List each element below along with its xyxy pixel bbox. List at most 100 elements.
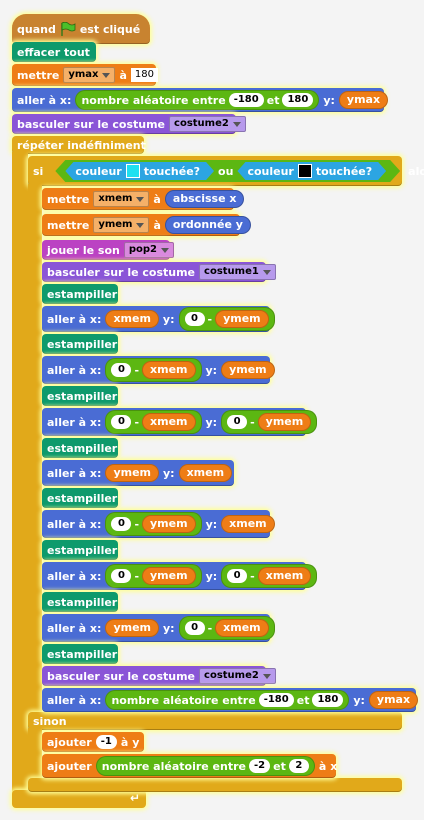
variable-dropdown[interactable]: ymem [93,217,150,233]
touching-color-black[interactable]: couleur touchée? [237,162,386,180]
y-label: y: [162,312,175,326]
if-label: si [33,164,44,178]
ymax-reporter[interactable]: ymax [368,691,419,709]
y-position-reporter[interactable]: ordonnée y [164,216,251,234]
change-label: ajouter [47,759,92,773]
stamp-block[interactable]: estampiller [42,644,118,664]
goto-xy-block[interactable]: aller à x: 0 - xmem y: ymem [42,356,275,384]
clear-block[interactable]: effacer tout [12,42,96,62]
ymem-reporter[interactable]: ymem [105,464,159,482]
set-xmem-block[interactable]: mettre xmem à abscisse x [42,188,245,210]
xmem-reporter[interactable]: xmem [215,619,269,637]
number-input[interactable]: 0 [184,312,205,326]
switch-costume-label: basculer sur le costume [17,117,166,131]
color-swatch-black[interactable] [298,164,312,178]
ymem-reporter[interactable]: ymem [221,361,275,379]
random-operator[interactable]: nombre aléatoire entre -180 et 180 [75,90,320,110]
goto-xy-block[interactable]: aller à x: 0 - ymem y: xmem [42,510,275,538]
goto-xy-block[interactable]: aller à x: ymem y: xmem [42,460,234,486]
play-sound-block[interactable]: jouer le son pop2 [42,240,175,260]
switch-costume-block[interactable]: basculer sur le costume costume2 [12,114,246,134]
change-y-block[interactable]: ajouter -1 à y [42,732,144,752]
subtract-operator[interactable]: 0 - xmem [105,410,202,434]
costume-dropdown[interactable]: costume2 [169,116,246,132]
ymem-reporter[interactable]: ymem [215,310,269,328]
subtract-operator[interactable]: 0 - ymem [178,307,275,331]
stamp-block[interactable]: estampiller [42,284,118,304]
random-max-input[interactable]: 180 [312,693,344,707]
costume-dropdown[interactable]: costume1 [199,264,276,280]
number-input[interactable]: 0 [111,569,132,583]
set-ymem-block[interactable]: mettre ymem à ordonnée y [42,214,251,236]
stamp-block[interactable]: estampiller [42,540,118,560]
ymem-reporter[interactable]: ymem [105,619,159,637]
subtract-operator[interactable]: 0 - xmem [178,616,275,640]
stamp-block[interactable]: estampiller [42,386,118,406]
subtract-operator[interactable]: 0 - ymem [105,512,202,536]
random-operator[interactable]: nombre aléatoire entre -2 et 2 [95,756,315,776]
goto-xy-block[interactable]: aller à x: 0 - xmem y: 0 - ymem [42,408,318,436]
y-label: y: [323,93,335,107]
ymax-reporter[interactable]: ymax [338,91,389,109]
stamp-block[interactable]: estampiller [42,488,118,508]
minus-label: - [250,569,255,583]
if-else-block[interactable]: si couleur touchée? ou couleur touchée? … [28,156,424,186]
stamp-block[interactable]: estampiller [42,334,118,354]
stamp-label: estampiller [47,287,118,301]
subtract-operator[interactable]: 0 - ymem [221,410,318,434]
or-operator[interactable]: couleur touchée? ou couleur touchée? [55,160,400,182]
stamp-block[interactable]: estampiller [42,592,118,612]
xmem-reporter[interactable]: xmem [178,464,233,482]
costume-dropdown[interactable]: costume2 [199,668,276,684]
forever-block[interactable]: répéter indéfiniment [12,136,146,154]
x-position-reporter[interactable]: abscisse x [164,190,245,208]
change-x-random-block[interactable]: ajouter nombre aléatoire entre -2 et 2 à… [42,754,337,778]
number-input[interactable]: 0 [111,517,132,531]
ymem-reporter[interactable]: ymem [142,567,196,585]
variable-dropdown[interactable]: xmem [93,191,150,207]
subtract-operator[interactable]: 0 - xmem [221,564,318,588]
random-max-input[interactable]: 180 [282,93,314,107]
number-input[interactable]: 0 [184,621,205,635]
random-label: nombre aléatoire entre [111,693,256,707]
when-flag-clicked-hat[interactable]: quand est cliqué [12,14,150,44]
goto-random-block[interactable]: aller à x: nombre aléatoire entre -180 e… [42,688,419,712]
goto-xy-block[interactable]: aller à x: xmem y: 0 - ymem [42,306,275,332]
value-input[interactable]: 180 [130,68,158,82]
random-operator[interactable]: nombre aléatoire entre -180 et 180 [105,690,350,710]
set-ymax-block[interactable]: mettre ymax à 180 [12,64,158,86]
random-min-input[interactable]: -2 [249,759,271,773]
sound-dropdown[interactable]: pop2 [123,242,175,258]
random-min-input[interactable]: -180 [228,93,264,107]
switch-costume-block[interactable]: basculer sur le costume costume2 [42,666,276,686]
random-max-input[interactable]: 2 [288,759,309,773]
xmem-reporter[interactable]: xmem [142,361,196,379]
number-input[interactable]: 0 [227,569,248,583]
random-min-input[interactable]: -180 [258,693,294,707]
goto-xy-block[interactable]: aller à x: 0 - ymem y: 0 - xmem [42,562,318,590]
xmem-reporter[interactable]: xmem [221,515,275,533]
goto-label: aller à x: [47,569,102,583]
number-input[interactable]: 0 [111,415,132,429]
goto-random-block[interactable]: aller à x: nombre aléatoire entre -180 e… [12,88,389,112]
xmem-reporter[interactable]: xmem [142,413,196,431]
goto-label: aller à x: [47,693,102,707]
minus-label: - [207,621,213,635]
goto-xy-block[interactable]: aller à x: ymem y: 0 - xmem [42,614,275,642]
xmem-reporter[interactable]: xmem [105,310,159,328]
stamp-block[interactable]: estampiller [42,438,118,458]
number-input[interactable]: 0 [227,415,248,429]
color-swatch-cyan[interactable] [126,164,140,178]
change-value-input[interactable]: -1 [95,735,117,749]
number-input[interactable]: 0 [111,363,132,377]
touching-color-cyan[interactable]: couleur touchée? [65,162,214,180]
target-var-label: y [132,735,140,749]
switch-costume-block[interactable]: basculer sur le costume costume1 [42,262,276,282]
dropdown-arrow-icon [161,247,170,253]
ymem-reporter[interactable]: ymem [142,515,196,533]
variable-dropdown[interactable]: ymax [63,67,116,83]
subtract-operator[interactable]: 0 - ymem [105,564,202,588]
xmem-reporter[interactable]: xmem [257,567,312,585]
ymem-reporter[interactable]: ymem [257,413,312,431]
subtract-operator[interactable]: 0 - xmem [105,358,202,382]
